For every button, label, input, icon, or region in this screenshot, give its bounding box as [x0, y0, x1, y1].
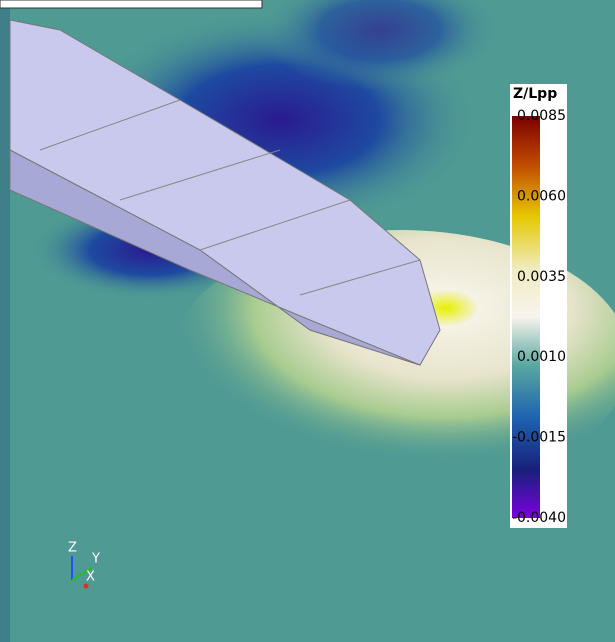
- colorbar-tick-label: -0.0040: [512, 510, 566, 526]
- colorbar-title: Z/Lpp: [513, 86, 557, 102]
- colorbar-gradient: [512, 116, 540, 518]
- colorbar: Z/Lpp 0.0085 0.0060 0.0035 0.0010 -0.0015 -0.…: [510, 84, 567, 528]
- axis-z-label: Z: [68, 541, 77, 556]
- axes-triad: Z Y X: [68, 541, 100, 589]
- colorbar-tick-label: 0.0085: [517, 108, 566, 124]
- colorbar-tick-label: 0.0010: [517, 349, 566, 365]
- axis-x-label: X: [86, 570, 95, 585]
- hull: [9, 19, 441, 366]
- colorbar-tick-label: 0.0060: [517, 188, 566, 204]
- colorbar-tick-label: -0.0015: [512, 430, 566, 446]
- colorbar-ticks: 0.0085 0.0060 0.0035 0.0010 -0.0015 -0.0040: [512, 108, 566, 526]
- colorbar-tick-label: 0.0035: [517, 269, 566, 285]
- axis-y-label: Y: [91, 552, 100, 567]
